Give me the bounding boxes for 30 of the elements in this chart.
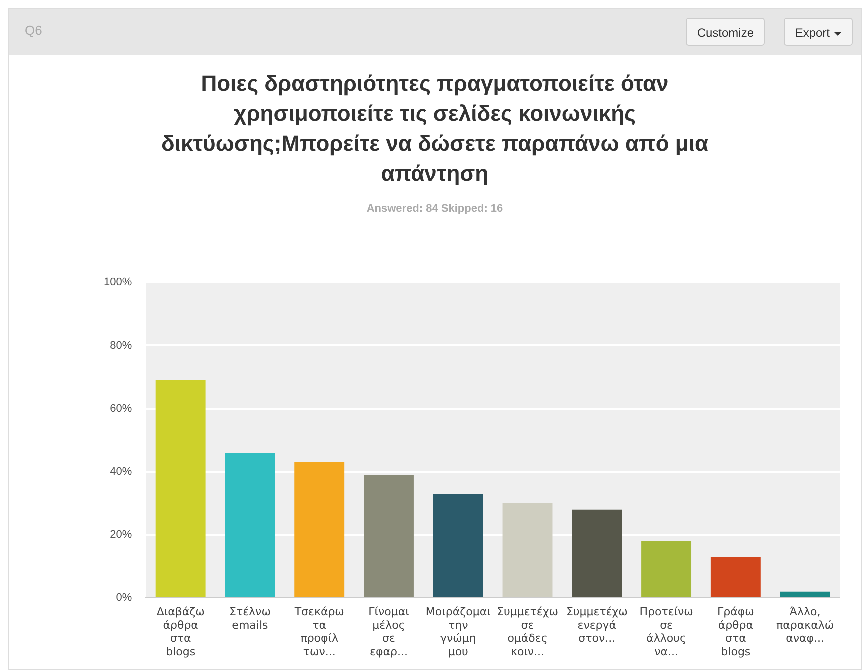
bar <box>710 557 761 598</box>
y-tick-label: 40% <box>110 466 132 478</box>
x-tick-label: Άλλο, παρακαλώ αναφ... <box>776 606 834 646</box>
chart-title: Ποιες δραστηριότητες πραγματοποιείτε όταν χρησιμοποιείτε τις σελίδες κοινωνικής δικτύωσης;Μπορείτε να δώσετε παραπάνω από μια απάντηση <box>160 70 710 188</box>
bar <box>780 592 830 598</box>
x-tick-label: Διαβάζω άρθρα στα blogs <box>156 606 205 658</box>
text: Customize <box>686 18 765 46</box>
x-tick-label: Στέλνω emails <box>230 606 271 632</box>
y-tick-label: 60% <box>110 402 132 415</box>
x-tick-label: Τσεκάρω τα προφίλ των... <box>294 606 344 658</box>
y-tick-label: 0% <box>116 592 132 604</box>
bar <box>225 453 276 598</box>
bar <box>294 462 345 598</box>
bar <box>156 380 206 598</box>
bar <box>572 510 622 598</box>
y-tick-label: 100% <box>104 276 132 289</box>
bar <box>433 494 484 598</box>
x-tick-label: Συμμετέχω σε ομάδες κοιν... <box>497 606 558 658</box>
x-tick-label: Μοιράζομαι την γνώμη μου <box>426 606 492 658</box>
bar <box>364 475 414 598</box>
x-tick-label: Προτείνω σε άλλους να... <box>640 606 694 658</box>
y-tick-label: 80% <box>110 340 132 352</box>
bar <box>642 541 692 598</box>
x-tick-label: Γράφω άρθρα στα blogs <box>718 606 754 658</box>
y-tick-label: 20% <box>110 529 132 542</box>
text: Export <box>795 26 830 40</box>
x-tick-label: Συμμετέχω ενεργά στον... <box>566 606 628 646</box>
chart-subtitle: Answered: 84 Skipped: 16 <box>366 203 504 215</box>
text: Q6 <box>25 23 42 38</box>
x-tick-label: Γίνομαι μέλος σε εφαρ... <box>368 606 410 658</box>
